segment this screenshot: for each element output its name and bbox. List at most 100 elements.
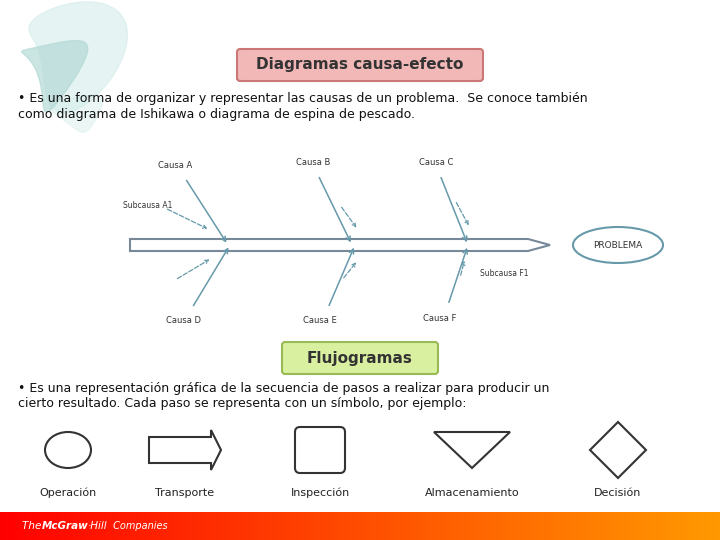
Bar <box>564 512 567 540</box>
Bar <box>102 512 105 540</box>
Bar <box>598 512 601 540</box>
Bar <box>166 512 169 540</box>
Bar <box>398 512 401 540</box>
Bar <box>718 512 720 540</box>
Bar <box>280 512 283 540</box>
Bar <box>654 512 657 540</box>
Bar <box>58 512 61 540</box>
Bar <box>368 512 371 540</box>
Bar <box>502 512 505 540</box>
Bar <box>232 512 235 540</box>
Bar <box>630 512 633 540</box>
Text: ·Hill: ·Hill <box>88 521 107 531</box>
Bar <box>112 512 115 540</box>
FancyArrow shape <box>130 239 550 251</box>
Bar <box>390 512 393 540</box>
Bar <box>594 512 597 540</box>
Bar <box>142 512 145 540</box>
Bar <box>312 512 315 540</box>
Bar <box>508 512 511 540</box>
Bar <box>68 512 71 540</box>
Bar <box>670 512 673 540</box>
Bar <box>528 512 531 540</box>
Text: Subcausa F1: Subcausa F1 <box>480 269 528 279</box>
Bar <box>524 512 527 540</box>
Bar <box>572 512 575 540</box>
Bar <box>414 512 417 540</box>
Text: PROBLEMA: PROBLEMA <box>593 240 643 249</box>
Text: Causa E: Causa E <box>303 316 337 325</box>
Bar <box>124 512 127 540</box>
Bar <box>300 512 303 540</box>
Bar <box>194 512 197 540</box>
Bar <box>652 512 655 540</box>
Bar <box>210 512 213 540</box>
Text: Almacenamiento: Almacenamiento <box>425 488 519 498</box>
Bar <box>332 512 335 540</box>
Bar <box>214 512 217 540</box>
Bar <box>664 512 667 540</box>
Bar <box>424 512 427 540</box>
Bar <box>488 512 491 540</box>
Bar <box>318 512 321 540</box>
Bar <box>304 512 307 540</box>
Bar <box>476 512 479 540</box>
Bar <box>480 512 483 540</box>
Bar <box>604 512 607 540</box>
Bar <box>206 512 209 540</box>
Bar <box>138 512 141 540</box>
Bar <box>500 512 503 540</box>
Bar <box>448 512 451 540</box>
Bar <box>308 512 311 540</box>
Bar <box>496 512 499 540</box>
Bar <box>248 512 251 540</box>
Bar <box>98 512 101 540</box>
Bar <box>628 512 631 540</box>
Bar <box>40 512 43 540</box>
Bar <box>250 512 253 540</box>
Bar <box>148 512 151 540</box>
Bar <box>372 512 375 540</box>
Bar <box>494 512 497 540</box>
Bar <box>178 512 181 540</box>
Bar <box>2 512 5 540</box>
Bar <box>202 512 205 540</box>
Bar <box>708 512 711 540</box>
Bar <box>294 512 297 540</box>
Bar <box>696 512 699 540</box>
Bar <box>498 512 501 540</box>
Bar <box>66 512 69 540</box>
Bar <box>640 512 643 540</box>
Bar <box>216 512 219 540</box>
Bar <box>346 512 349 540</box>
Bar <box>10 512 13 540</box>
Bar <box>620 512 623 540</box>
Bar <box>472 512 475 540</box>
Bar <box>44 512 47 540</box>
Bar <box>156 512 159 540</box>
Bar <box>426 512 429 540</box>
Bar <box>86 512 89 540</box>
Text: • Es una representación gráfica de la secuencia de pasos a realizar para produci: • Es una representación gráfica de la se… <box>18 382 549 395</box>
Bar <box>410 512 413 540</box>
Bar <box>698 512 701 540</box>
Bar <box>596 512 599 540</box>
Bar <box>458 512 461 540</box>
Bar <box>236 512 239 540</box>
Bar <box>678 512 681 540</box>
Bar <box>110 512 113 540</box>
Bar <box>118 512 121 540</box>
Bar <box>76 512 79 540</box>
Bar <box>684 512 687 540</box>
Bar <box>152 512 155 540</box>
Bar <box>62 512 65 540</box>
Bar <box>622 512 625 540</box>
Bar <box>184 512 187 540</box>
Bar <box>12 512 15 540</box>
Bar <box>344 512 347 540</box>
Bar <box>582 512 585 540</box>
Bar <box>626 512 629 540</box>
Bar <box>434 512 437 540</box>
Bar <box>230 512 233 540</box>
Bar <box>70 512 73 540</box>
